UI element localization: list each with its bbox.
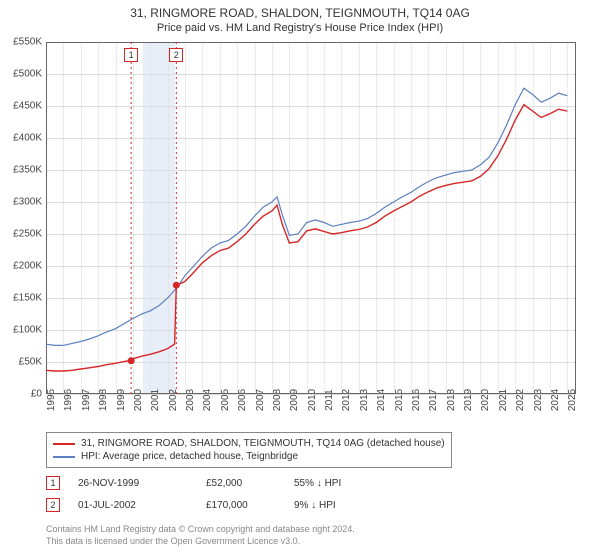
legend-row: HPI: Average price, detached house, Teig… bbox=[53, 450, 445, 463]
legend-label: 31, RINGMORE ROAD, SHALDON, TEIGNMOUTH, … bbox=[81, 438, 445, 449]
y-tick-label: £250K bbox=[13, 229, 42, 240]
sales-row-marker: 1 bbox=[46, 476, 60, 490]
line-property bbox=[46, 105, 567, 371]
y-tick-label: £150K bbox=[13, 293, 42, 304]
chart-subtitle: Price paid vs. HM Land Registry's House … bbox=[0, 20, 600, 38]
y-tick-label: £0 bbox=[31, 389, 42, 400]
chart-plot-area: £0£50K£100K£150K£200K£250K£300K£350K£400… bbox=[46, 42, 576, 394]
y-tick-label: £50K bbox=[19, 357, 42, 368]
legend-label: HPI: Average price, detached house, Teig… bbox=[81, 451, 298, 462]
sale-marker-box: 2 bbox=[169, 48, 183, 62]
y-tick-label: £200K bbox=[13, 261, 42, 272]
legend-swatch bbox=[53, 443, 75, 445]
sales-row-marker: 2 bbox=[46, 498, 60, 512]
sales-row-price: £52,000 bbox=[206, 478, 276, 489]
sale-marker-point bbox=[173, 282, 180, 289]
footer-attribution: Contains HM Land Registry data © Crown c… bbox=[46, 524, 355, 547]
root: 31, RINGMORE ROAD, SHALDON, TEIGNMOUTH, … bbox=[0, 0, 600, 560]
sale-marker-box: 1 bbox=[124, 48, 138, 62]
sales-table: 1 26-NOV-1999 £52,000 55% ↓ HPI 2 01-JUL-2002… bbox=[46, 472, 384, 516]
sales-row-date: 26-NOV-1999 bbox=[78, 478, 188, 489]
legend-box: 31, RINGMORE ROAD, SHALDON, TEIGNMOUTH, … bbox=[46, 432, 452, 468]
y-tick-label: £450K bbox=[13, 101, 42, 112]
sales-row: 2 01-JUL-2002 £170,000 9% ↓ HPI bbox=[46, 494, 384, 516]
chart-svg bbox=[46, 42, 576, 394]
footer-line-2: This data is licensed under the Open Gov… bbox=[46, 536, 355, 548]
legend-row: 31, RINGMORE ROAD, SHALDON, TEIGNMOUTH, … bbox=[53, 437, 445, 450]
legend-swatch bbox=[53, 456, 75, 458]
chart-title: 31, RINGMORE ROAD, SHALDON, TEIGNMOUTH, … bbox=[0, 0, 600, 20]
y-tick-label: £500K bbox=[13, 69, 42, 80]
line-hpi bbox=[46, 88, 567, 345]
y-tick-label: £100K bbox=[13, 325, 42, 336]
sales-row-diff: 55% ↓ HPI bbox=[294, 478, 384, 489]
y-tick-label: £350K bbox=[13, 165, 42, 176]
y-tick-label: £400K bbox=[13, 133, 42, 144]
sales-row: 1 26-NOV-1999 £52,000 55% ↓ HPI bbox=[46, 472, 384, 494]
y-tick-label: £300K bbox=[13, 197, 42, 208]
sales-row-date: 01-JUL-2002 bbox=[78, 500, 188, 511]
sales-row-diff: 9% ↓ HPI bbox=[294, 500, 384, 511]
y-tick-label: £550K bbox=[13, 37, 42, 48]
sale-marker-point bbox=[128, 357, 135, 364]
sales-row-price: £170,000 bbox=[206, 500, 276, 511]
footer-line-1: Contains HM Land Registry data © Crown c… bbox=[46, 524, 355, 536]
